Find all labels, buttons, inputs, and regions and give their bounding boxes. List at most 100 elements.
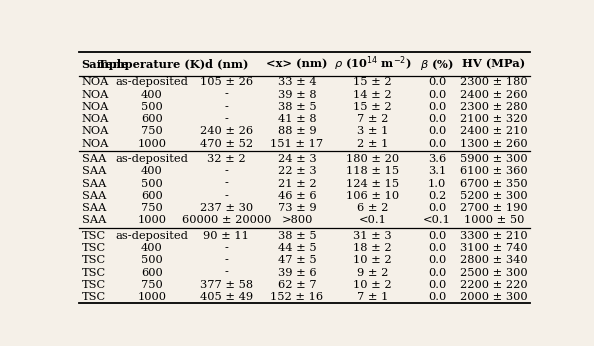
Text: 1.0: 1.0 — [428, 179, 446, 189]
Text: -: - — [225, 255, 228, 265]
Text: 60000 ± 20000: 60000 ± 20000 — [182, 215, 271, 225]
Text: 405 ± 49: 405 ± 49 — [200, 292, 253, 302]
Text: -: - — [225, 191, 228, 201]
Text: 2 ± 1: 2 ± 1 — [357, 138, 388, 148]
Text: 39 ± 8: 39 ± 8 — [277, 90, 316, 100]
Text: 600: 600 — [141, 267, 163, 277]
Text: 46 ± 6: 46 ± 6 — [277, 191, 316, 201]
Text: 38 ± 5: 38 ± 5 — [277, 102, 316, 112]
Text: 6100 ± 360: 6100 ± 360 — [460, 166, 528, 176]
Text: 152 ± 16: 152 ± 16 — [270, 292, 324, 302]
Text: SAA: SAA — [81, 154, 106, 164]
Text: -: - — [225, 267, 228, 277]
Text: TSC: TSC — [81, 243, 106, 253]
Text: 400: 400 — [141, 90, 163, 100]
Text: 90 ± 11: 90 ± 11 — [203, 231, 249, 241]
Text: NOA: NOA — [81, 114, 109, 124]
Text: SAA: SAA — [81, 179, 106, 189]
Text: 2200 ± 220: 2200 ± 220 — [460, 280, 528, 290]
Text: 3100 ± 740: 3100 ± 740 — [460, 243, 528, 253]
Text: as-deposited: as-deposited — [116, 154, 188, 164]
Text: NOA: NOA — [81, 90, 109, 100]
Text: 7 ± 2: 7 ± 2 — [357, 114, 388, 124]
Text: 44 ± 5: 44 ± 5 — [277, 243, 316, 253]
Text: SAA: SAA — [81, 191, 106, 201]
Text: SAA: SAA — [81, 203, 106, 213]
Text: 0.0: 0.0 — [428, 292, 446, 302]
Text: 2500 ± 300: 2500 ± 300 — [460, 267, 528, 277]
Text: 3300 ± 210: 3300 ± 210 — [460, 231, 528, 241]
Text: <0.1: <0.1 — [359, 215, 387, 225]
Text: 14 ± 2: 14 ± 2 — [353, 90, 392, 100]
Text: Sample: Sample — [81, 59, 129, 70]
Text: 0.0: 0.0 — [428, 203, 446, 213]
Text: NOA: NOA — [81, 138, 109, 148]
Text: TSC: TSC — [81, 280, 106, 290]
Text: TSC: TSC — [81, 231, 106, 241]
Text: 377 ± 58: 377 ± 58 — [200, 280, 253, 290]
Text: 24 ± 3: 24 ± 3 — [277, 154, 316, 164]
Text: 6 ± 2: 6 ± 2 — [357, 203, 388, 213]
Text: 124 ± 15: 124 ± 15 — [346, 179, 399, 189]
Text: 2700 ± 190: 2700 ± 190 — [460, 203, 528, 213]
Text: 18 ± 2: 18 ± 2 — [353, 243, 392, 253]
Text: SAA: SAA — [81, 166, 106, 176]
Text: 600: 600 — [141, 191, 163, 201]
Text: 400: 400 — [141, 166, 163, 176]
Text: 32 ± 2: 32 ± 2 — [207, 154, 246, 164]
Text: TSC: TSC — [81, 267, 106, 277]
Text: 31 ± 3: 31 ± 3 — [353, 231, 392, 241]
Text: $\beta$ (%): $\beta$ (%) — [420, 57, 454, 72]
Text: -: - — [225, 102, 228, 112]
Text: $\rho$ (10$^{14}$ m$^{-2}$): $\rho$ (10$^{14}$ m$^{-2}$) — [334, 55, 411, 73]
Text: 9 ± 2: 9 ± 2 — [357, 267, 388, 277]
Text: 2100 ± 320: 2100 ± 320 — [460, 114, 528, 124]
Text: -: - — [225, 179, 228, 189]
Text: HV (MPa): HV (MPa) — [462, 59, 526, 70]
Text: -: - — [225, 243, 228, 253]
Text: 1000: 1000 — [137, 138, 166, 148]
Text: TSC: TSC — [81, 292, 106, 302]
Text: 0.0: 0.0 — [428, 126, 446, 136]
Text: 400: 400 — [141, 243, 163, 253]
Text: 0.0: 0.0 — [428, 231, 446, 241]
Text: 0.0: 0.0 — [428, 267, 446, 277]
Text: 750: 750 — [141, 203, 163, 213]
Text: 15 ± 2: 15 ± 2 — [353, 77, 392, 87]
Text: 73 ± 9: 73 ± 9 — [277, 203, 316, 213]
Text: 22 ± 3: 22 ± 3 — [277, 166, 316, 176]
Text: 1000: 1000 — [137, 292, 166, 302]
Text: 1000: 1000 — [137, 215, 166, 225]
Text: 0.0: 0.0 — [428, 243, 446, 253]
Text: 3.1: 3.1 — [428, 166, 446, 176]
Text: 2800 ± 340: 2800 ± 340 — [460, 255, 528, 265]
Text: TSC: TSC — [81, 255, 106, 265]
Text: 5900 ± 300: 5900 ± 300 — [460, 154, 528, 164]
Text: 2400 ± 210: 2400 ± 210 — [460, 126, 528, 136]
Text: 106 ± 10: 106 ± 10 — [346, 191, 399, 201]
Text: 6700 ± 350: 6700 ± 350 — [460, 179, 528, 189]
Text: -: - — [225, 114, 228, 124]
Text: <x> (nm): <x> (nm) — [266, 59, 328, 70]
Text: -: - — [225, 166, 228, 176]
Text: >800: >800 — [282, 215, 312, 225]
Text: 0.0: 0.0 — [428, 255, 446, 265]
Text: SAA: SAA — [81, 215, 106, 225]
Text: 3.6: 3.6 — [428, 154, 446, 164]
Text: -: - — [225, 90, 228, 100]
Text: <0.1: <0.1 — [423, 215, 451, 225]
Text: 500: 500 — [141, 102, 163, 112]
Text: 180 ± 20: 180 ± 20 — [346, 154, 399, 164]
Text: 10 ± 2: 10 ± 2 — [353, 280, 392, 290]
Text: 1300 ± 260: 1300 ± 260 — [460, 138, 528, 148]
Text: 0.0: 0.0 — [428, 114, 446, 124]
Text: 2000 ± 300: 2000 ± 300 — [460, 292, 528, 302]
Text: 240 ± 26: 240 ± 26 — [200, 126, 253, 136]
Text: 10 ± 2: 10 ± 2 — [353, 255, 392, 265]
Text: 2300 ± 180: 2300 ± 180 — [460, 77, 528, 87]
Text: 2400 ± 260: 2400 ± 260 — [460, 90, 528, 100]
Text: 0.0: 0.0 — [428, 90, 446, 100]
Text: Temperature (K): Temperature (K) — [99, 59, 206, 70]
Text: 88 ± 9: 88 ± 9 — [277, 126, 316, 136]
Text: 237 ± 30: 237 ± 30 — [200, 203, 253, 213]
